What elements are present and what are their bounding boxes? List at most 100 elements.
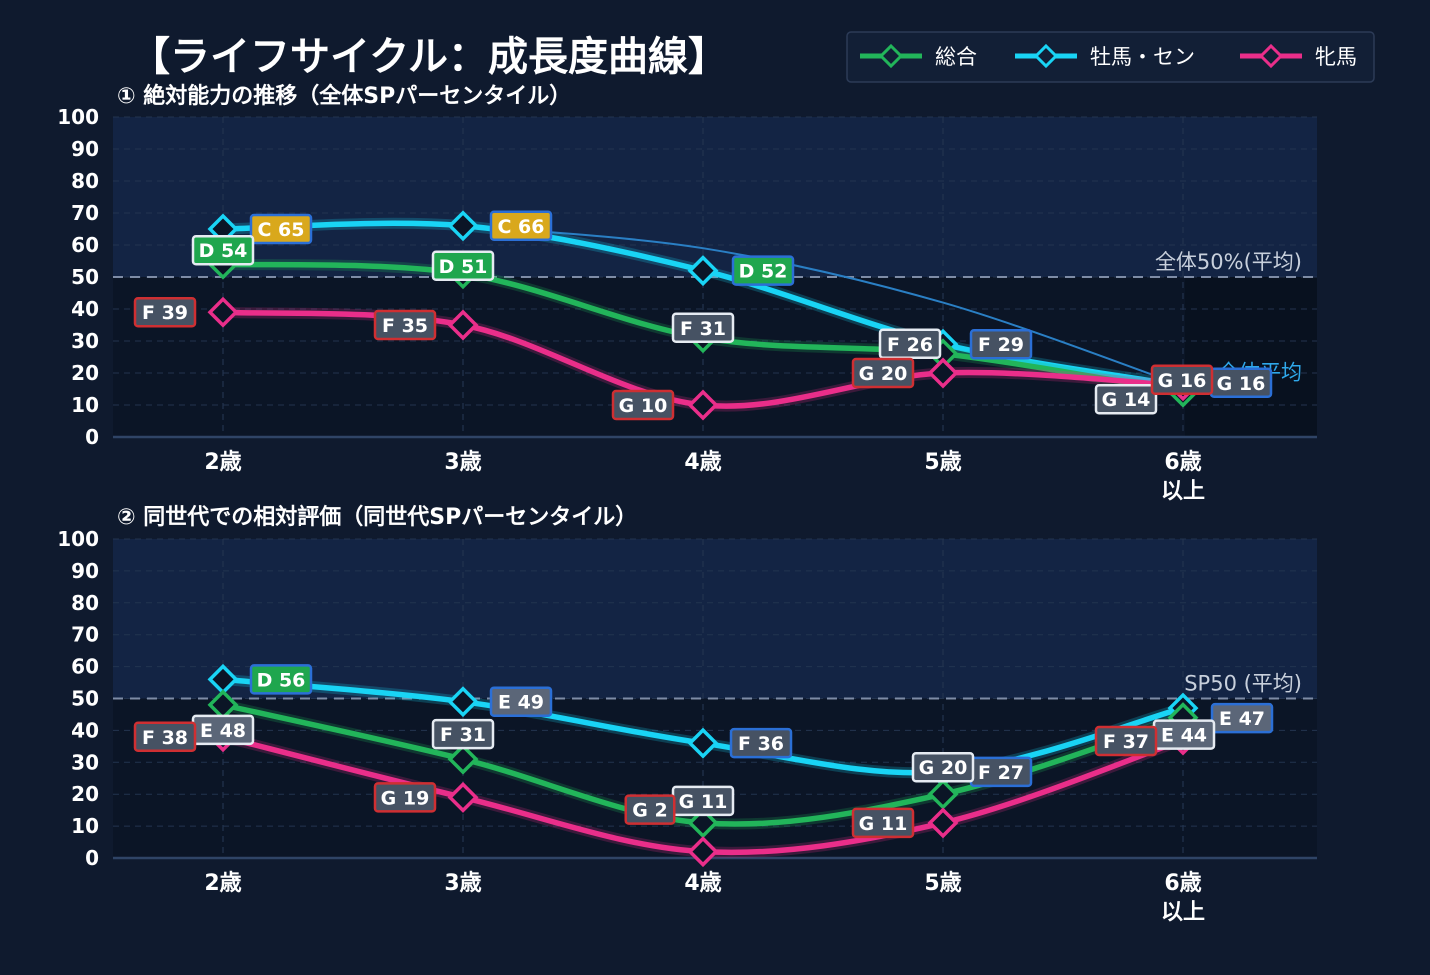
data-label: C 65	[258, 219, 305, 241]
y-tick-label: 90	[71, 559, 99, 583]
point-marker-total	[687, 807, 719, 839]
y-tick-label: 30	[71, 750, 99, 774]
x-tick-label: 2歳	[204, 871, 241, 896]
y-tick-label: 60	[71, 655, 99, 679]
data-label: F 38	[142, 727, 188, 749]
data-label: F 31	[680, 318, 726, 340]
x-tick-label: 5歳	[924, 871, 961, 896]
data-label: D 51	[439, 256, 488, 278]
chart-subtitle: ① 絶対能力の推移（全体SPパーセンタイル）	[117, 83, 571, 109]
point-marker-female	[927, 357, 959, 389]
y-tick-label: 40	[71, 297, 99, 321]
data-label-box	[969, 328, 1033, 360]
data-label: F 29	[978, 334, 1024, 356]
data-label-box	[851, 807, 915, 839]
data-label-box	[731, 255, 795, 286]
point-marker-male	[687, 255, 719, 287]
data-label: G 20	[919, 757, 968, 779]
data-label: D 52	[739, 261, 788, 283]
data-label-box	[911, 751, 975, 783]
data-label: D 54	[199, 240, 248, 262]
legend-marker-1	[1033, 43, 1059, 69]
legend-marker-2	[1258, 43, 1284, 69]
data-label: G 2	[632, 800, 667, 822]
data-label: D 56	[257, 669, 306, 691]
point-marker-total	[927, 778, 959, 810]
x-tick-label: 4歳	[684, 450, 721, 475]
point-marker-female	[207, 296, 239, 328]
y-tick-label: 20	[71, 782, 99, 806]
data-label-box	[249, 213, 313, 245]
data-label-box	[1210, 702, 1274, 734]
data-label-box	[489, 210, 553, 242]
y-tick-label: 0	[85, 846, 99, 870]
overall-average-curve	[462, 224, 1184, 387]
relative-evaluation-chart: ② 同世代での相対評価（同世代SPパーセンタイル） 0 10 20 30 40 50 60 70…	[57, 504, 1317, 925]
y-tick-label: 80	[71, 169, 99, 193]
upper-half-band	[113, 539, 1317, 699]
legend: 総合 牡馬・セン 牝馬	[846, 31, 1375, 83]
data-label-box	[133, 721, 197, 753]
point-marker-female	[447, 309, 479, 341]
point-marker-female	[687, 836, 719, 868]
data-label-box	[431, 250, 495, 282]
data-label-box	[1094, 725, 1158, 757]
y-tick-label: 70	[71, 201, 99, 225]
point-marker-male	[447, 210, 479, 242]
data-label: E 47	[1219, 708, 1265, 730]
legend-label-0: 総合	[935, 45, 977, 69]
data-label-box	[671, 312, 735, 344]
y-tick-label: 60	[71, 233, 99, 257]
absolute-ability-chart: ① 絶対能力の推移（全体SPパーセンタイル） 0 10 20 30 40 50 60 70 80 9…	[57, 83, 1317, 504]
point-marker-female	[687, 389, 719, 421]
data-label-box	[1094, 383, 1158, 415]
x-tick-label: 6歳以上	[1161, 450, 1205, 504]
data-label: F 31	[440, 724, 486, 746]
data-label: G 16	[1158, 370, 1207, 392]
y-tick-label: 10	[71, 814, 99, 838]
legend-label-2: 牝馬	[1315, 45, 1357, 69]
y-tick-label: 20	[71, 361, 99, 385]
data-label-box	[191, 234, 255, 266]
y-tick-label: 50	[71, 687, 99, 711]
x-tick-label: 6歳以上	[1161, 871, 1205, 925]
data-label: F 35	[382, 315, 428, 337]
chart-subtitle: ② 同世代での相対評価（同世代SPパーセンタイル）	[117, 504, 637, 530]
data-label-box	[431, 718, 495, 750]
y-tick-label: 40	[71, 718, 99, 742]
data-label-box	[489, 686, 553, 717]
x-tick-label: 5歳	[924, 450, 961, 475]
y-tick-label: 0	[85, 425, 99, 449]
y-tick-label: 10	[71, 393, 99, 417]
data-label: E 49	[498, 692, 544, 714]
legend-marker-0	[878, 43, 904, 69]
reference-label: SP50 (平均)	[1184, 672, 1302, 696]
data-label: G 11	[859, 813, 908, 835]
data-label: C 66	[498, 216, 545, 238]
point-marker-male	[447, 686, 479, 718]
data-label: F 39	[142, 302, 188, 324]
data-label: F 27	[978, 762, 1024, 784]
data-label-box	[373, 309, 437, 341]
data-label: G 10	[619, 395, 668, 417]
data-label: G 14	[1102, 389, 1151, 411]
data-label: G 20	[859, 363, 908, 385]
y-tick-label: 70	[71, 623, 99, 647]
data-label: F 37	[1103, 731, 1149, 753]
data-label: E 48	[200, 720, 246, 742]
y-tick-label: 100	[57, 105, 99, 129]
x-tick-label: 3歳	[444, 871, 481, 896]
data-label-box	[249, 664, 313, 695]
y-tick-label: 90	[71, 137, 99, 161]
point-marker-female	[447, 781, 479, 813]
point-marker-female	[927, 807, 959, 839]
chart-title: 【ライフサイクル：成長度曲線】	[130, 34, 728, 80]
data-label: F 26	[887, 334, 933, 356]
y-tick-label: 80	[71, 591, 99, 615]
legend-label-1: 牡馬・セン	[1090, 45, 1195, 69]
legend-box	[846, 31, 1375, 83]
data-label-box	[624, 794, 676, 825]
data-label-box	[133, 296, 197, 328]
y-tick-label: 100	[57, 527, 99, 551]
